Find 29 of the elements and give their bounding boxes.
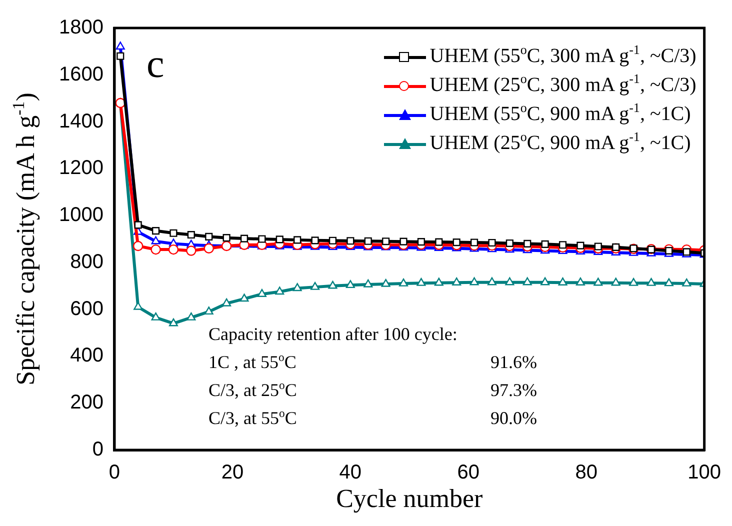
annotation: Capacity retention after 100 cycle: bbox=[208, 323, 458, 346]
legend-label: UHEM (25$^{o}$C, 300 mA g$^{-1}$, ~C/3) bbox=[430, 71, 696, 98]
x-tick-label: 40 bbox=[339, 462, 362, 484]
legend-label: UHEM (25$^{o}$C, 900 mA g$^{-1}$, ~1C) bbox=[430, 129, 691, 156]
x-tick-label: 80 bbox=[575, 462, 598, 484]
y-tick-label: 600 bbox=[70, 298, 104, 320]
y-tick-label: 1200 bbox=[58, 157, 104, 180]
y-tick-label: 200 bbox=[70, 392, 104, 414]
y-tick-label: 400 bbox=[70, 344, 104, 367]
x-tick-label: 20 bbox=[221, 462, 244, 484]
y-tick-label: 1000 bbox=[58, 204, 104, 226]
x-tick-label: 100 bbox=[688, 462, 722, 484]
annotation: 1C , at 55$^{o}$C bbox=[208, 350, 298, 374]
annotation: 97.3% bbox=[490, 379, 537, 402]
annotation: 91.6% bbox=[490, 351, 537, 374]
y-tick-label: 1400 bbox=[58, 110, 104, 132]
x-tick-label: 0 bbox=[108, 462, 120, 484]
legend-label: UHEM (55$^{o}$C, 300 mA g$^{-1}$, ~C/3) bbox=[430, 42, 696, 69]
legend-label: UHEM (55$^{o}$C, 900 mA g$^{-1}$, ~1C) bbox=[430, 100, 691, 127]
y-tick-label: 1600 bbox=[58, 63, 104, 86]
y-tick-label: 1800 bbox=[58, 16, 104, 39]
x-axis-title: Cycle number bbox=[335, 484, 484, 514]
y-tick-label: 0 bbox=[92, 438, 104, 461]
annotation: C/3, at 55$^{o}$C bbox=[208, 406, 298, 430]
annotation: 90.0% bbox=[490, 407, 537, 430]
x-tick-label: 60 bbox=[457, 462, 480, 484]
annotation: c bbox=[146, 40, 164, 87]
annotation: C/3, at 25$^{o}$C bbox=[208, 378, 298, 402]
y-tick-label: 800 bbox=[70, 250, 104, 273]
